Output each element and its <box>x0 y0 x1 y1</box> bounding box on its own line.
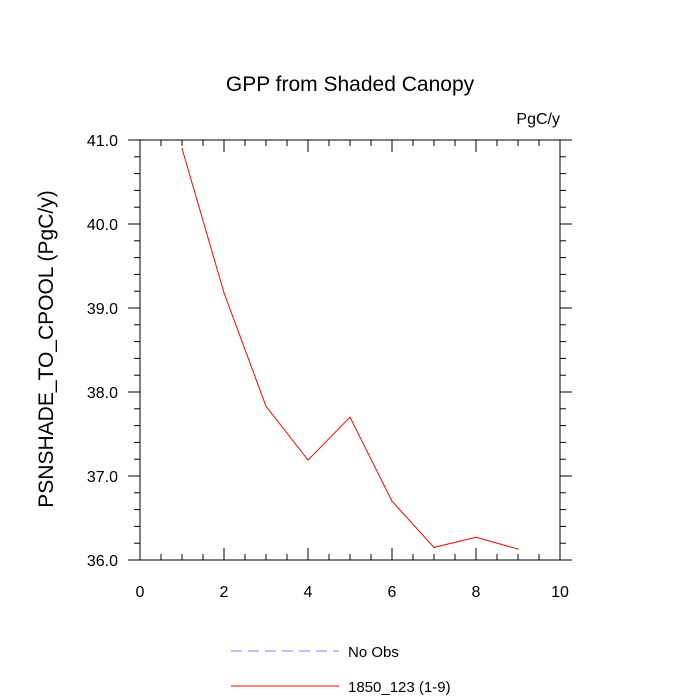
y-tick-label: 37.0 <box>87 469 118 486</box>
y-tick-label: 40.0 <box>87 217 118 234</box>
axes: 0 2 4 6 8 10 36.0 37.0 38.0 39.0 40.0 41.0 <box>87 133 572 601</box>
x-tick-label: 4 <box>304 584 313 601</box>
plot-frame <box>139 139 561 561</box>
units-label: PgC/y <box>516 111 560 128</box>
legend: No Obs 1850_123 (1-9) <box>231 644 451 696</box>
x-tick-label: 8 <box>472 584 481 601</box>
data-point <box>223 292 225 294</box>
data-point <box>349 416 351 418</box>
y-tick-label: 39.0 <box>87 301 118 318</box>
data-point <box>475 536 477 538</box>
legend-label: 1850_123 (1-9) <box>348 679 451 696</box>
chart-title: GPP from Shaded Canopy <box>226 73 475 96</box>
data-point <box>433 546 435 549</box>
y-tick-label: 41.0 <box>87 133 118 150</box>
x-tick-label: 6 <box>388 584 397 601</box>
data-point <box>517 548 519 550</box>
data-point <box>391 500 393 502</box>
legend-label: No Obs <box>348 644 399 661</box>
data-point <box>265 405 267 407</box>
data-point <box>307 459 309 461</box>
data-point <box>181 147 183 149</box>
series-layer <box>181 147 519 550</box>
y-tick-label: 38.0 <box>87 385 118 402</box>
x-tick-label: 10 <box>551 584 569 601</box>
y-axis-label: PSNSHADE_TO_CPOOL (PgC/y) <box>35 190 58 507</box>
y-tick-label: 36.0 <box>87 553 118 570</box>
series-line <box>181 148 519 550</box>
x-tick-label: 0 <box>136 584 145 601</box>
x-tick-label: 2 <box>220 584 229 601</box>
